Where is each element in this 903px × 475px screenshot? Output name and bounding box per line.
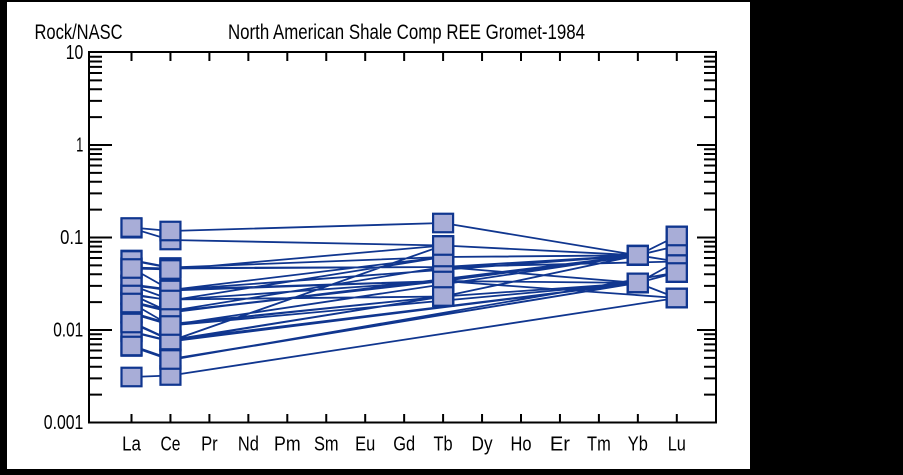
svg-text:Ho: Ho: [511, 434, 532, 456]
svg-text:Sm: Sm: [314, 434, 339, 456]
svg-text:Ce: Ce: [160, 434, 180, 456]
svg-text:Rock/NASC: Rock/NASC: [35, 21, 123, 44]
svg-text:Lu: Lu: [668, 434, 686, 456]
svg-text:Pr: Pr: [201, 434, 218, 456]
svg-text:La: La: [122, 434, 142, 456]
svg-text:Eu: Eu: [355, 434, 375, 456]
svg-text:Nd: Nd: [238, 434, 259, 456]
svg-text:1: 1: [76, 135, 83, 157]
svg-text:Pm: Pm: [274, 434, 301, 456]
svg-text:Gd: Gd: [393, 434, 415, 456]
svg-text:10: 10: [66, 42, 84, 64]
svg-text:0.001: 0.001: [44, 412, 84, 434]
svg-text:0.1: 0.1: [60, 227, 83, 249]
svg-text:0.01: 0.01: [53, 320, 83, 342]
svg-text:Yb: Yb: [628, 434, 648, 456]
svg-text:North American Shale Comp REE: North American Shale Comp REE Gromet-198…: [228, 21, 585, 44]
svg-text:Tm: Tm: [587, 434, 611, 456]
svg-text:Tb: Tb: [434, 434, 453, 456]
svg-text:Er: Er: [550, 434, 570, 456]
svg-text:Dy: Dy: [472, 434, 493, 456]
